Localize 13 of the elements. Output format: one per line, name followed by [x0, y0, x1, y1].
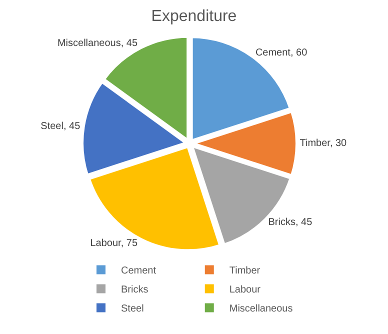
legend-label: Labour	[229, 284, 262, 296]
data-label: Steel, 45	[40, 121, 81, 132]
data-label: Timber, 30	[300, 138, 348, 149]
data-label: Labour, 75	[90, 238, 138, 250]
data-label: Cement, 60	[255, 47, 308, 58]
legend-label: Bricks	[121, 284, 148, 296]
legend-label: Cement	[121, 266, 156, 277]
data-label: Bricks, 45	[268, 216, 313, 228]
chart-title: Expenditure	[151, 8, 237, 26]
data-label: Miscellaneous, 45	[57, 38, 138, 49]
legend-label: Timber	[229, 266, 261, 277]
legend-label: Steel	[121, 304, 144, 315]
legend-label: Miscellaneous	[229, 304, 293, 315]
